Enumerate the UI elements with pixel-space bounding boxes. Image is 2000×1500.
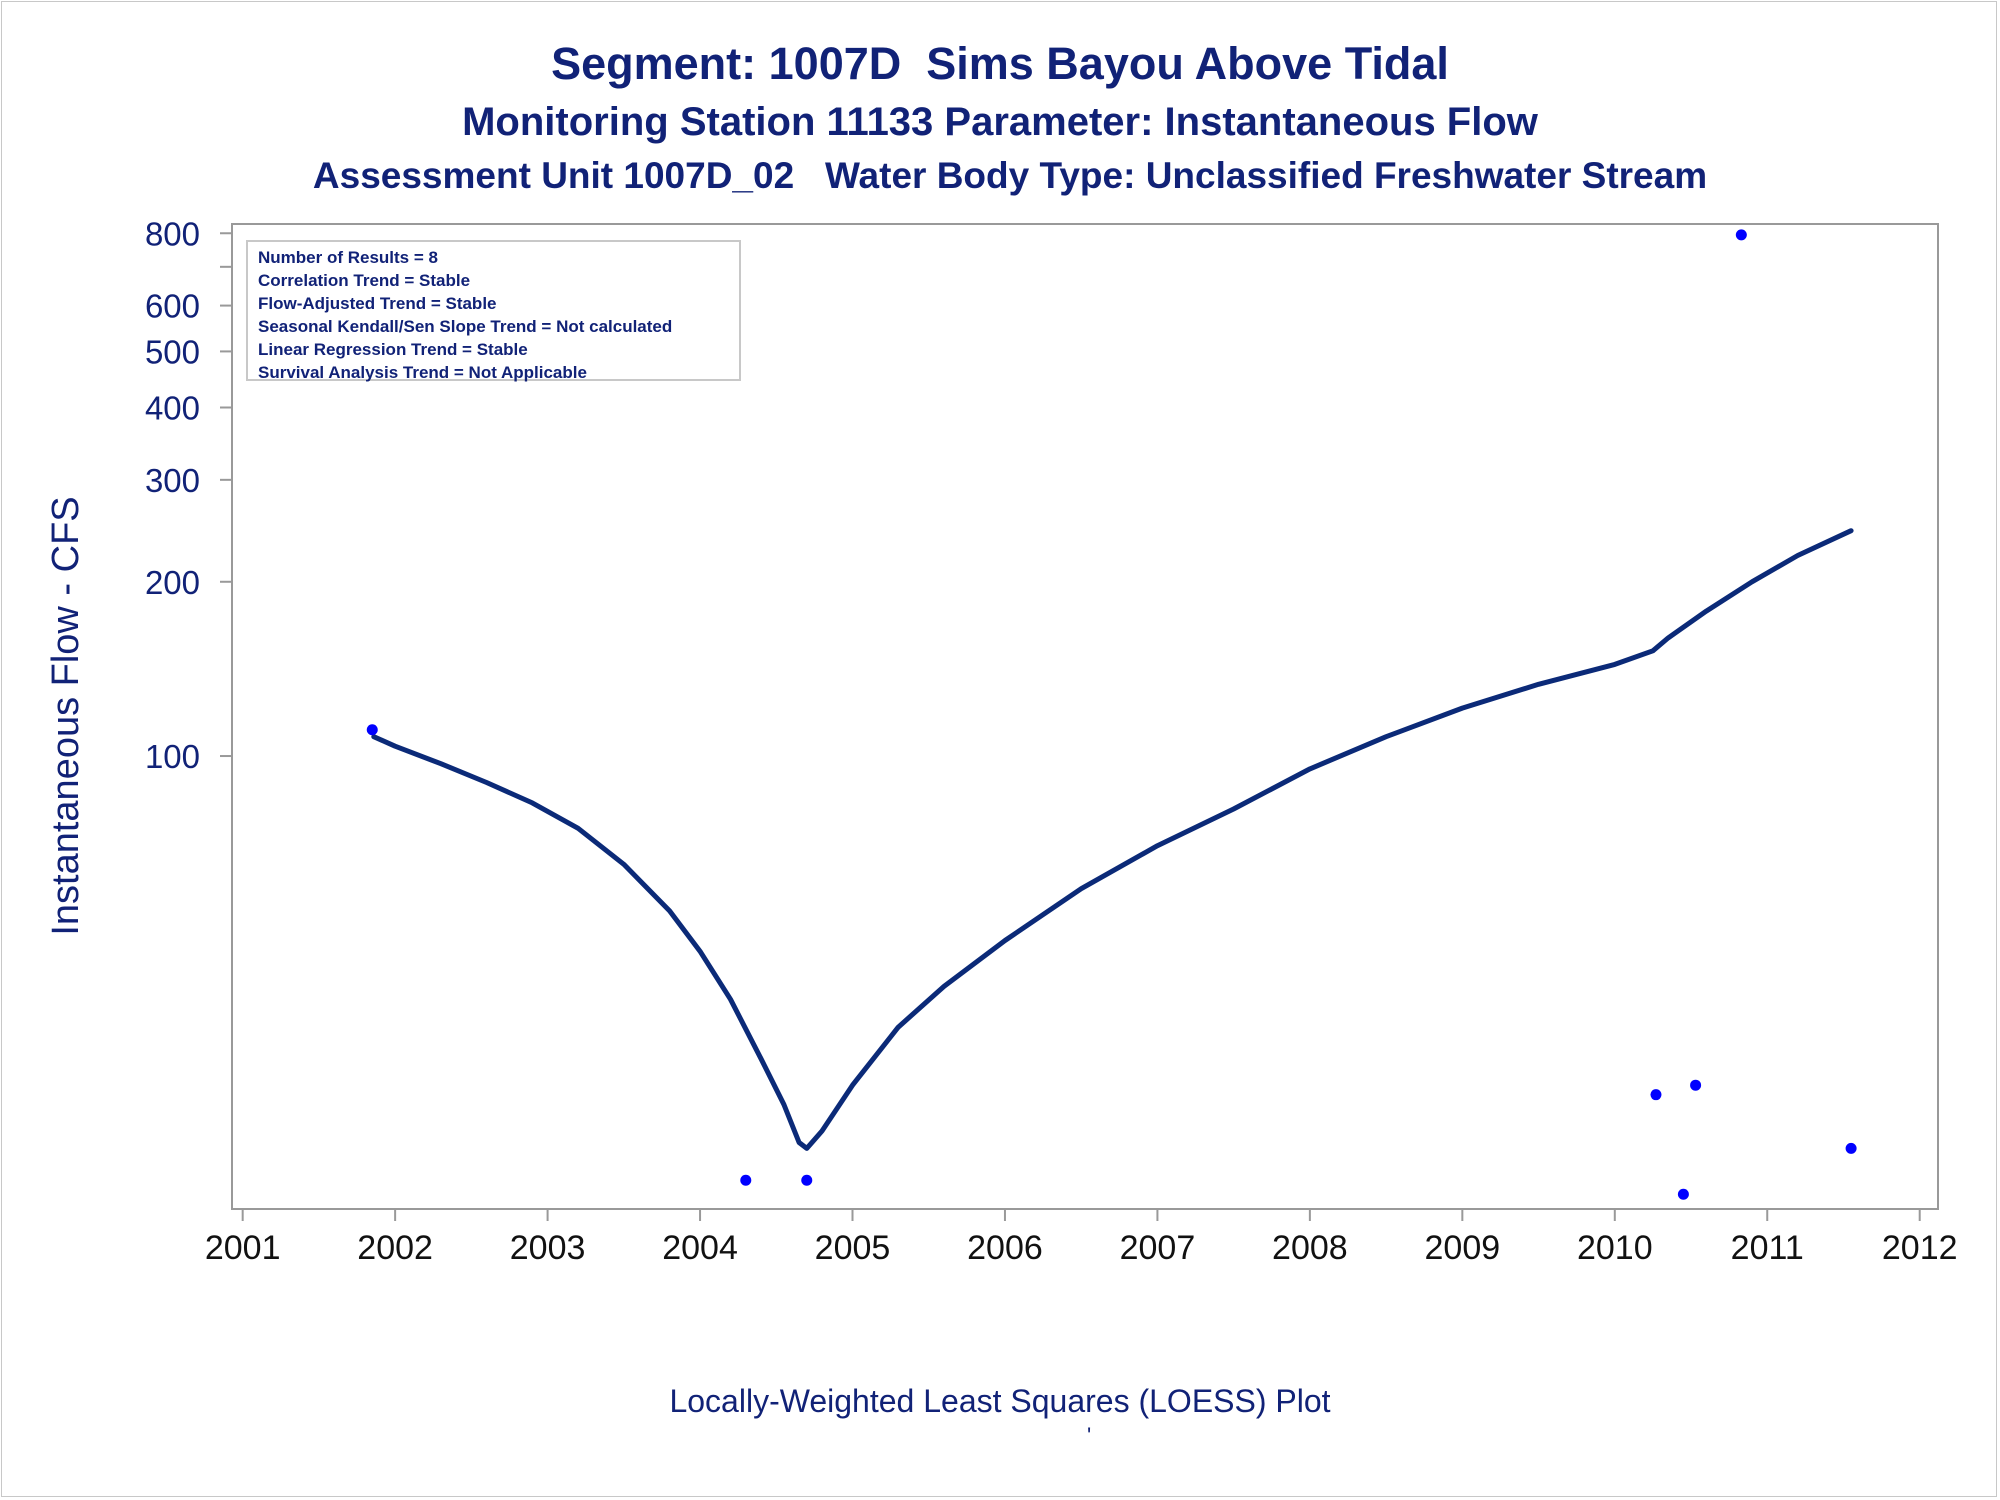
chart-subtitle-station: Monitoring Station 11133 Parameter: Inst… bbox=[462, 100, 1538, 144]
y-tick-label: 500 bbox=[145, 333, 200, 370]
loess-line bbox=[371, 528, 1854, 1151]
chart-subtitle-assessment-unit: Assessment Unit 1007D_02 Water Body Type… bbox=[312, 155, 1708, 196]
x-tick-label: 2005 bbox=[815, 1229, 891, 1267]
chart-title: Segment: 1007D Sims Bayou Above Tidal bbox=[551, 38, 1449, 89]
y-tick-label: 800 bbox=[145, 215, 200, 252]
x-tick-label: 2001 bbox=[205, 1229, 281, 1267]
footnote-mark: ' bbox=[1087, 1423, 1092, 1448]
y-axis-title: Instantaneous Flow - CFS bbox=[45, 496, 87, 935]
stat-survival-analysis-trend: Survival Analysis Trend = Not Applicable bbox=[258, 363, 587, 382]
y-tick-label: 300 bbox=[145, 462, 200, 499]
x-tick-label: 2011 bbox=[1731, 1229, 1804, 1267]
x-tick-label: 2010 bbox=[1577, 1229, 1653, 1267]
data-point bbox=[1650, 1089, 1662, 1101]
data-point bbox=[366, 724, 378, 736]
x-tick-label: 2003 bbox=[510, 1229, 586, 1267]
stat-number-of-results: Number of Results = 8 bbox=[258, 248, 438, 267]
data-point bbox=[1845, 1142, 1857, 1154]
data-point bbox=[801, 1174, 813, 1186]
y-tick-label: 400 bbox=[145, 390, 200, 427]
trend-stats-box: Number of Results = 8 Correlation Trend … bbox=[246, 240, 741, 382]
data-point bbox=[1677, 1188, 1689, 1200]
y-tick-label: 600 bbox=[145, 288, 200, 325]
x-tick-label: 2004 bbox=[662, 1229, 738, 1267]
stat-flow-adjusted-trend: Flow-Adjusted Trend = Stable bbox=[258, 294, 497, 313]
data-point bbox=[740, 1174, 752, 1186]
x-tick-label: 2006 bbox=[967, 1229, 1043, 1267]
x-tick-label: 2009 bbox=[1425, 1229, 1501, 1267]
plot-area-frame bbox=[231, 223, 1939, 1210]
x-tick-label: 2007 bbox=[1120, 1229, 1196, 1267]
data-point bbox=[1690, 1079, 1702, 1091]
x-tick-label: 2002 bbox=[357, 1229, 433, 1267]
y-axis: 100 200 300 400 500 600 800 bbox=[145, 215, 232, 775]
stat-linear-regression-trend: Linear Regression Trend = Stable bbox=[258, 340, 528, 359]
stat-seasonal-kendall-trend: Seasonal Kendall/Sen Slope Trend = Not c… bbox=[258, 317, 673, 336]
x-tick-label: 2008 bbox=[1272, 1229, 1348, 1267]
x-axis: 2001 2002 2003 2004 2005 2006 2007 2008 2009 2010… bbox=[205, 1209, 1958, 1267]
footnote: Locally-Weighted Least Squares (LOESS) P… bbox=[669, 1383, 1331, 1419]
data-point bbox=[1735, 229, 1747, 241]
stat-correlation-trend: Correlation Trend = Stable bbox=[258, 271, 471, 290]
x-tick-label: 2012 bbox=[1882, 1229, 1958, 1267]
y-tick-label: 100 bbox=[145, 738, 200, 775]
series-layer bbox=[366, 229, 1857, 1200]
y-tick-label: 200 bbox=[145, 564, 200, 601]
